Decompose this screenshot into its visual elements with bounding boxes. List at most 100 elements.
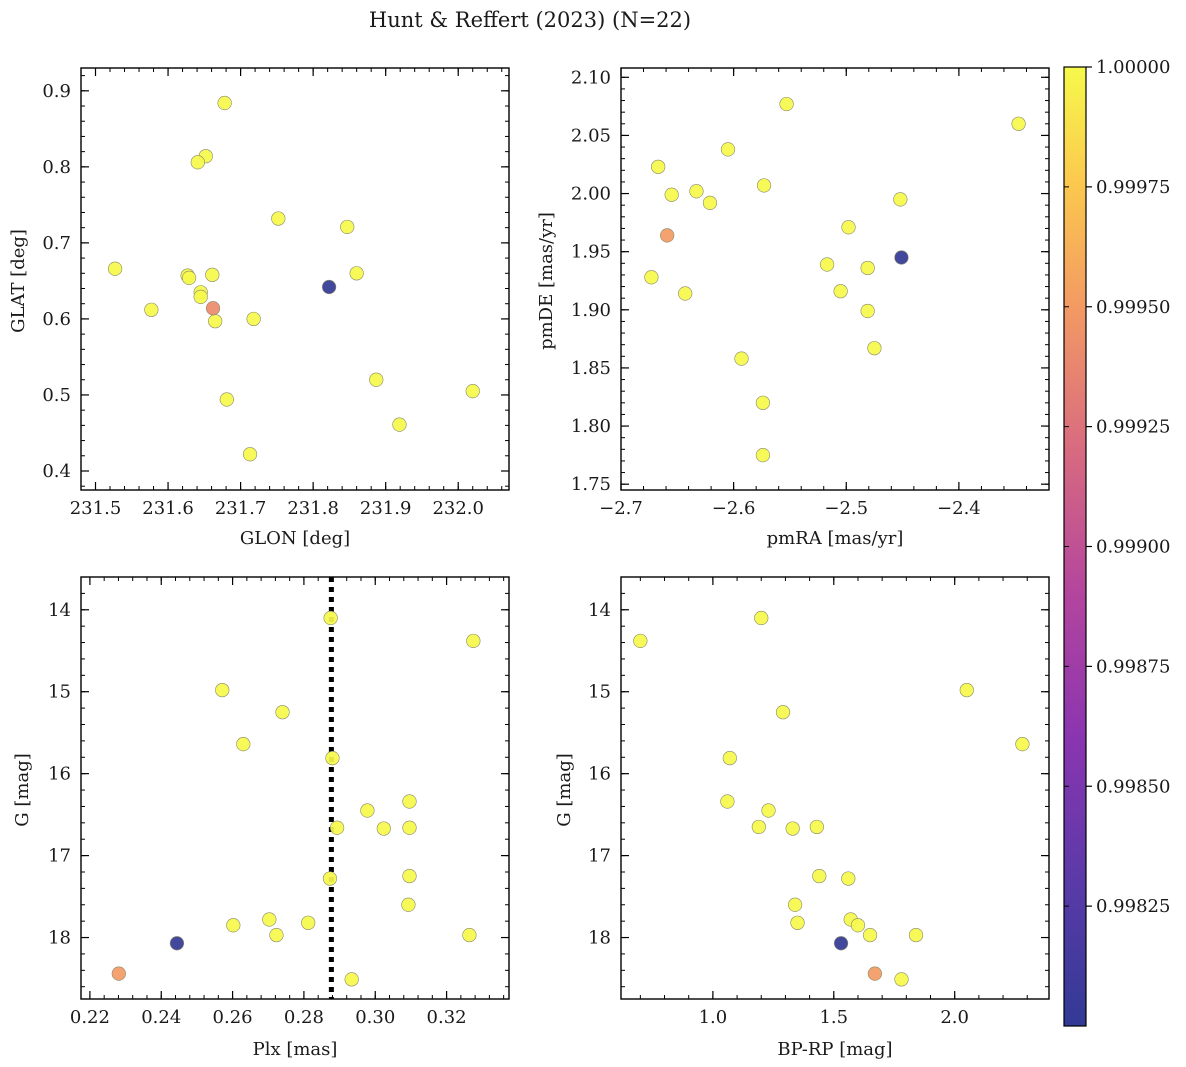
scatter-point: [1015, 737, 1030, 752]
plot-frame: [80, 576, 510, 1000]
scatter-point: [734, 351, 749, 366]
y-tick-label: 14: [588, 600, 611, 621]
xlabel: pmRA [mas/yr]: [767, 528, 904, 549]
colorbar-tick-label: 0.99875: [1096, 656, 1170, 677]
scatter-point: [181, 270, 197, 285]
y-tick-label: 2.10: [571, 67, 611, 88]
scatter-point: [812, 868, 827, 884]
scatter-point: [344, 972, 359, 987]
y-tick-label: 0.8: [42, 157, 71, 178]
scatter-point: [369, 372, 384, 387]
scatter-point: [217, 95, 232, 111]
scatter-point: [689, 184, 704, 199]
plot-frame: [620, 67, 1050, 491]
scatter-point: [867, 966, 882, 981]
scatter-point: [402, 794, 417, 809]
scatter-point: [205, 301, 221, 316]
scatter-point: [809, 819, 824, 835]
x-tick-label: 2.0: [940, 1007, 969, 1028]
scatter-point: [755, 395, 771, 410]
panel-pmra-pmde: pmRA [mas/yr] pmDE [mas/yr] −2.7 −2.6 −2.5…: [536, 67, 1050, 549]
x-tick-label: 0.30: [355, 1007, 395, 1028]
x-tick-label: 1.5: [819, 1007, 848, 1028]
scatter-point: [894, 972, 909, 987]
y-tick-label: 18: [48, 928, 71, 949]
scatter-point: [751, 819, 766, 835]
scatter-point: [959, 682, 974, 698]
xlabel: Plx [mas]: [253, 1039, 338, 1060]
scatter-point: [841, 220, 856, 235]
x-tick-label: 0.26: [213, 1007, 253, 1028]
scatter-point: [702, 195, 718, 210]
scatter-point: [376, 821, 391, 836]
scatter-point: [790, 915, 805, 930]
y-tick-label: 1.80: [571, 416, 611, 437]
x-tick-label: 231.8: [287, 498, 339, 519]
scatter-point: [402, 868, 417, 884]
figure-title: Hunt & Reffert (2023) (N=22): [369, 8, 691, 32]
scatter-point: [215, 682, 230, 698]
scatter-point: [775, 705, 791, 720]
scatter-point: [269, 927, 284, 943]
scatter-point: [323, 610, 338, 626]
x-tick-label: 231.6: [142, 498, 194, 519]
scatter-point: [785, 821, 800, 836]
scatter-point: [462, 927, 477, 943]
scatter-point: [720, 142, 736, 157]
scatter-point: [193, 289, 208, 304]
y-tick-label: 1.75: [571, 474, 611, 495]
scatter-point: [340, 219, 355, 235]
scatter-point: [190, 155, 205, 170]
plot-frame: [80, 67, 510, 491]
y-tick-label: 1.85: [571, 358, 611, 379]
scatter-point: [908, 927, 924, 943]
scatter-point: [466, 633, 481, 649]
scatter-point: [205, 267, 220, 282]
x-tick-label: −2.7: [599, 498, 643, 519]
ylabel: GLAT [deg]: [8, 229, 29, 333]
ylabel: pmDE [mas/yr]: [536, 212, 557, 350]
y-tick-label: 2.05: [571, 125, 611, 146]
plot-frame: [620, 576, 1050, 1000]
scatter-point: [788, 897, 803, 912]
scatter-point: [349, 266, 364, 281]
scatter-point: [894, 250, 909, 265]
x-tick-label: 0.28: [284, 1007, 324, 1028]
scatter-point: [322, 871, 338, 886]
colorbar-tick-label: 0.99900: [1096, 537, 1170, 558]
scatter-point: [246, 311, 261, 327]
xlabel: BP-RP [mag]: [777, 1039, 892, 1060]
y-tick-label: 15: [48, 682, 71, 703]
y-tick-label: 0.4: [42, 461, 71, 482]
scatter-point: [402, 820, 417, 835]
y-tick-label: 16: [588, 764, 611, 785]
x-tick-label: −2.6: [712, 498, 756, 519]
scatter-point: [242, 447, 258, 462]
scatter-point: [301, 915, 316, 930]
colorbar-tick-label: 0.99975: [1096, 177, 1170, 198]
scatter-point: [756, 178, 772, 193]
colorbar-tick-label: 0.99825: [1096, 896, 1170, 917]
y-tick-label: 0.9: [42, 81, 71, 102]
scatter-point: [660, 228, 675, 243]
scatter-point: [664, 187, 679, 202]
colorbar-tick-label: 0.99850: [1096, 776, 1170, 797]
scatter-point: [107, 261, 123, 276]
scatter-point: [754, 610, 769, 626]
scatter-point: [236, 737, 251, 752]
scatter-point: [860, 303, 875, 319]
colorbar: 0.99825 0.99850 0.99875 0.99900 0.99925 0.999…: [1063, 57, 1170, 1027]
scatter-point: [360, 803, 375, 818]
y-tick-label: 1.95: [571, 242, 611, 263]
x-tick-label: −2.5: [824, 498, 868, 519]
scatter-point: [1011, 116, 1026, 131]
scatter-point: [651, 159, 666, 174]
scatter-point: [275, 705, 290, 720]
x-tick-label: 0.24: [141, 1007, 181, 1028]
scatter-point: [833, 936, 849, 951]
ylabel: G [mag]: [554, 753, 575, 826]
scatter-point: [226, 918, 241, 933]
scatter-point: [722, 750, 737, 766]
x-tick-label: 231.9: [360, 498, 412, 519]
scatter-point: [867, 341, 882, 356]
